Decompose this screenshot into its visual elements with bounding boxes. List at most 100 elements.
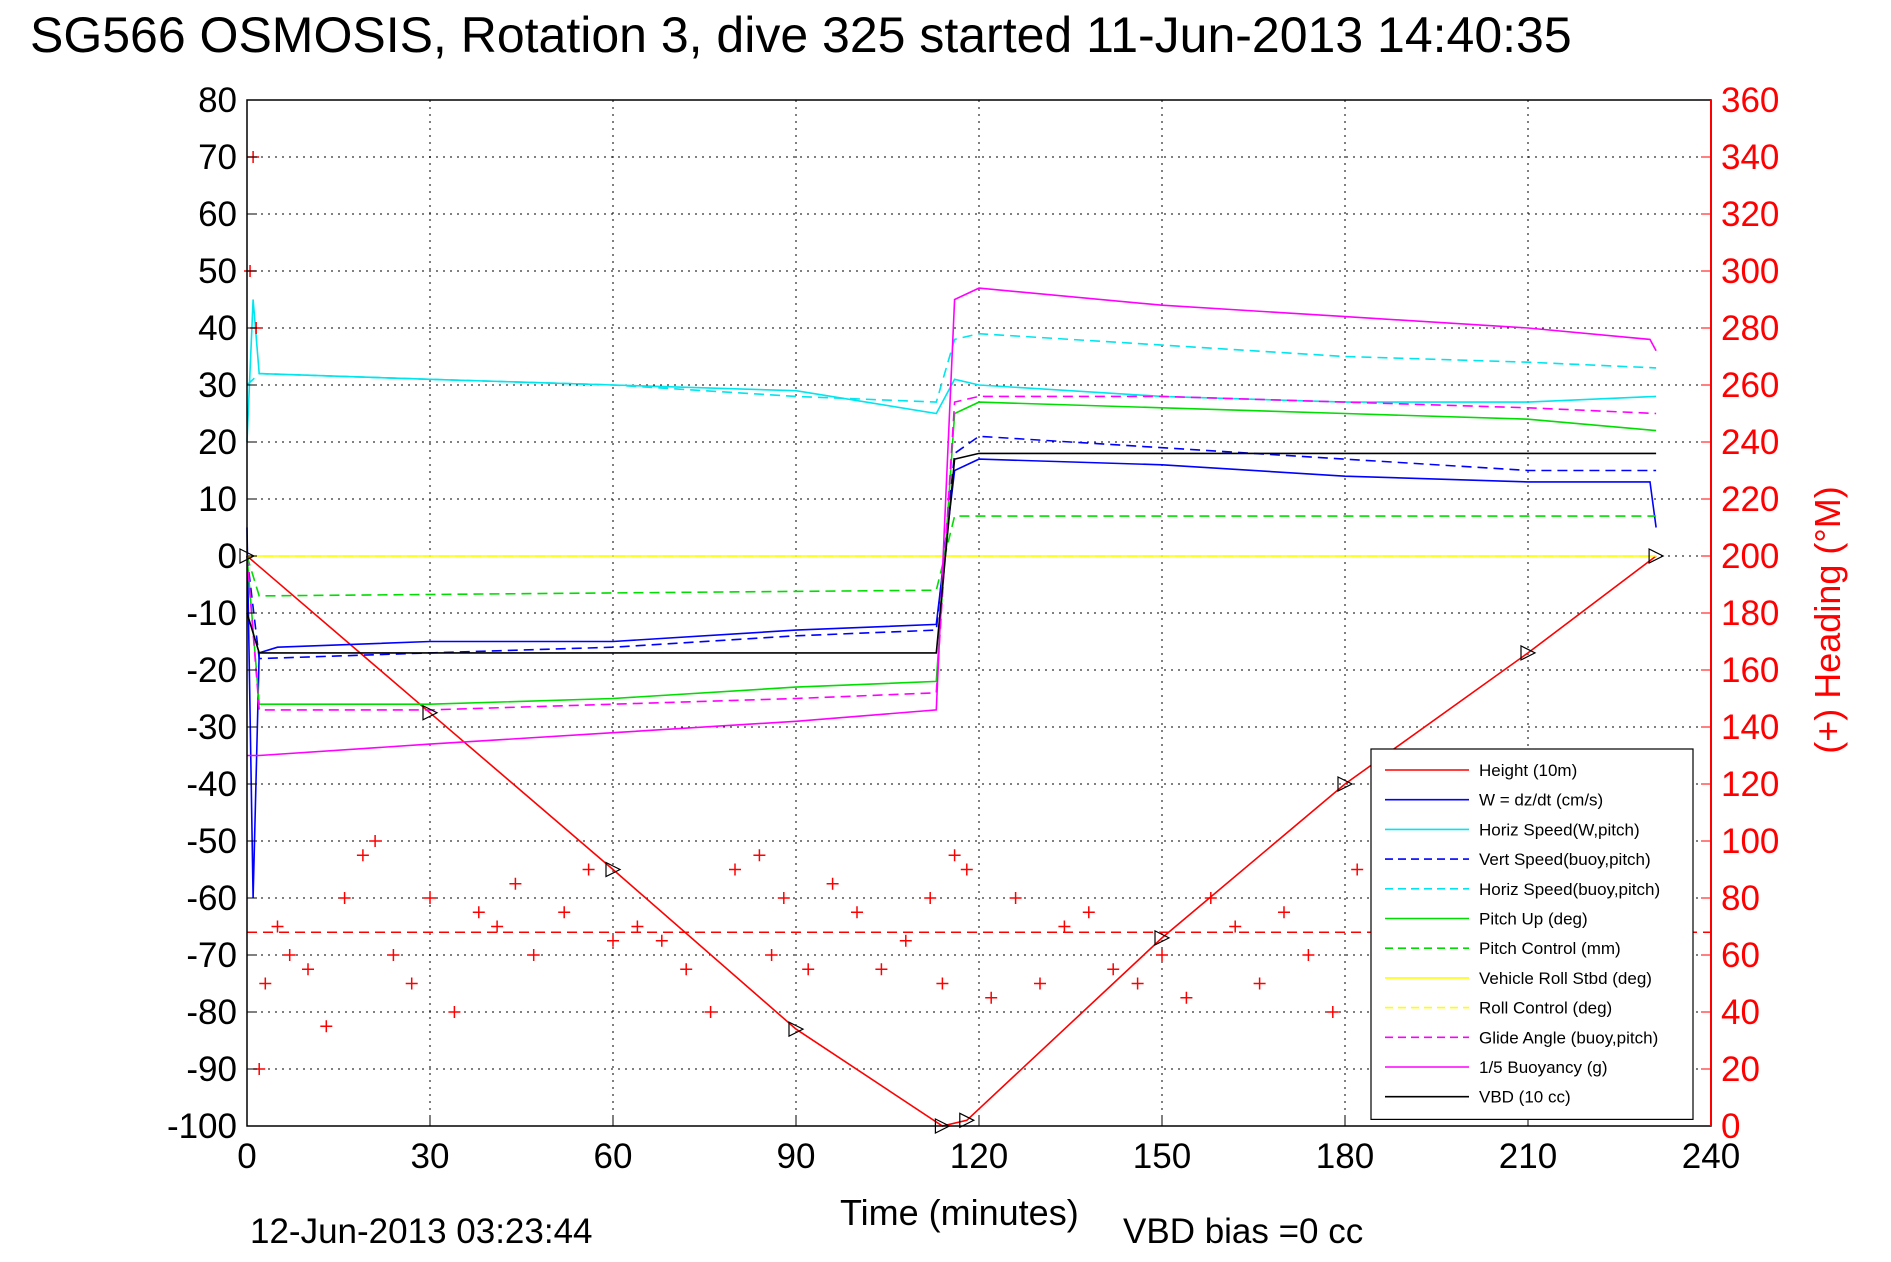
y2-tick-label: 300 [1721, 252, 1779, 291]
y-tick-label: 40 [198, 309, 237, 348]
y-tick-label: 0 [218, 537, 237, 576]
heading-point [826, 877, 839, 890]
x-tick-label: 90 [777, 1137, 816, 1176]
x-tick-label: 240 [1682, 1137, 1740, 1176]
heading-point [936, 977, 949, 990]
height-marker [422, 704, 439, 721]
x-tick-label: 120 [950, 1137, 1008, 1176]
y2-tick-label: 320 [1721, 195, 1779, 234]
footer-vbd-bias: VBD bias =0 cc [1123, 1212, 1363, 1251]
y-tick-label: 80 [198, 81, 237, 120]
heading-point [558, 906, 571, 919]
legend-box [1370, 748, 1694, 1120]
heading-point [527, 949, 540, 961]
heading-point [777, 892, 790, 904]
x-tick-label: 60 [594, 1137, 633, 1176]
heading-point [1034, 977, 1046, 990]
heading-point [899, 934, 912, 947]
heading-point [753, 849, 766, 862]
legend: Height (10m) W = dz/dt (cm/s) Horiz Speed(… [1370, 748, 1694, 1120]
heading-point [924, 892, 937, 904]
y2-axis-label: (+) Heading (°M) [1807, 486, 1848, 753]
y2-tick-label: 100 [1721, 822, 1779, 861]
heading-point [1326, 1006, 1339, 1018]
y-tick-label: -90 [186, 1050, 237, 1089]
x-axis-label: Time (minutes) [840, 1192, 1079, 1233]
heading-point [680, 963, 693, 976]
heading-point [509, 877, 522, 890]
y2-tick-label: 60 [1721, 936, 1760, 975]
heading-point [1131, 977, 1144, 990]
height-marker [1648, 548, 1665, 564]
legend-entry: Pitch Control (mm) [1479, 939, 1621, 958]
x-tick-label: 180 [1316, 1137, 1374, 1176]
y2-tick-label: 120 [1721, 765, 1779, 804]
legend-entry: VBD (10 cc) [1479, 1088, 1571, 1107]
legend-entry: W = dz/dt (cm/s) [1479, 791, 1603, 810]
series-line-0 [246, 555, 1657, 1127]
heading-point [405, 977, 418, 990]
y-tick-label: -40 [186, 765, 237, 804]
y2-tick-label: 0 [1721, 1107, 1740, 1146]
y2-tick-label: 260 [1721, 366, 1779, 405]
heading-point [320, 1020, 333, 1033]
y-tick-label: 50 [198, 252, 237, 291]
height-marker [1154, 929, 1171, 946]
heading-point [1253, 977, 1266, 990]
y-tick-label: 10 [198, 480, 237, 519]
footer-date: 12-Jun-2013 03:23:44 [250, 1212, 593, 1251]
heading-point [1204, 892, 1217, 904]
heading-point [704, 1006, 717, 1018]
series-layer [239, 287, 1665, 1134]
y2-tick-label: 240 [1721, 423, 1779, 462]
legend-entry: Horiz Speed(buoy,pitch) [1479, 880, 1660, 899]
heading-point [259, 977, 272, 990]
heading-point [631, 920, 644, 933]
heading-point [1058, 920, 1071, 933]
y-tick-label: -80 [186, 993, 237, 1032]
heading-point [302, 963, 314, 976]
y-tick-label: -30 [186, 708, 237, 747]
heading-point [960, 863, 973, 876]
heading-point [851, 906, 863, 919]
heading-point [472, 906, 485, 919]
y-tick-label: -20 [186, 651, 237, 690]
y-tick-label: 20 [198, 423, 237, 462]
y2-tick-label: 80 [1721, 879, 1760, 918]
legend-entry: 1/5 Buoyancy (g) [1479, 1058, 1608, 1077]
x-tick-label: 30 [411, 1137, 450, 1176]
series-line-10 [247, 287, 1657, 757]
heading-point [607, 934, 619, 947]
heading-point [338, 892, 351, 904]
y2-tick-label: 340 [1721, 138, 1779, 177]
legend-entry: Glide Angle (buoy,pitch) [1479, 1028, 1658, 1047]
y2-tick-label: 40 [1721, 993, 1760, 1032]
heading-point [387, 949, 400, 961]
heading-point [1009, 892, 1022, 904]
legend-entry: Pitch Up (deg) [1479, 910, 1588, 929]
series-line-6 [246, 515, 1657, 597]
heading-point [1156, 949, 1168, 961]
heading-point [491, 920, 504, 933]
chart-title: SG566 OSMOSIS, Rotation 3, dive 325 star… [30, 7, 1572, 63]
x-tick-label: 150 [1133, 1137, 1191, 1176]
height-marker [959, 1112, 976, 1129]
heading-point [985, 991, 998, 1004]
heading-point [1278, 906, 1290, 919]
y2-tick-label: 180 [1721, 594, 1779, 633]
heading-point [283, 949, 296, 961]
y2-tick-label: 20 [1721, 1050, 1760, 1089]
heading-point [802, 963, 815, 976]
height-marker [1520, 644, 1537, 661]
x-tick-label: 0 [237, 1137, 256, 1176]
heading-point [875, 963, 888, 976]
heading-point [271, 920, 284, 933]
y-tick-label: -70 [186, 936, 237, 975]
legend-entry: Horiz Speed(W,pitch) [1479, 820, 1640, 839]
y2-tick-label: 360 [1721, 81, 1779, 120]
heading-point [369, 835, 382, 847]
y-tick-label: 70 [198, 138, 237, 177]
heading-point [424, 892, 436, 904]
heading-point [765, 949, 778, 961]
